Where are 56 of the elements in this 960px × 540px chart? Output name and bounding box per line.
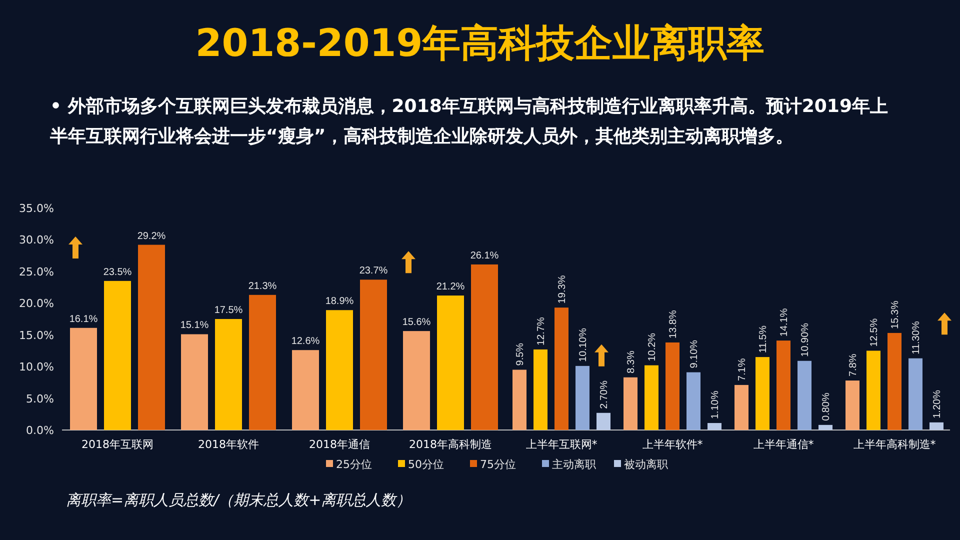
data-label: 9.10% bbox=[689, 340, 700, 368]
y-tick-label: 25.0% bbox=[19, 265, 54, 278]
x-tick-label: 上半年互联网* bbox=[526, 438, 598, 451]
data-label: 19.3% bbox=[557, 275, 568, 304]
y-tick-label: 35.0% bbox=[19, 202, 54, 215]
data-label: 21.2% bbox=[436, 282, 465, 293]
data-label: 18.9% bbox=[325, 296, 354, 308]
data-label: 1.10% bbox=[710, 390, 721, 420]
x-tick-label: 2018年软件 bbox=[198, 438, 259, 451]
data-label: 15.6% bbox=[402, 317, 431, 328]
data-label: 11.5% bbox=[758, 325, 769, 354]
data-label: 12.6% bbox=[291, 336, 320, 348]
x-tick-label: 上半年软件* bbox=[642, 438, 704, 451]
x-tick-label: 上半年通信* bbox=[753, 438, 814, 451]
data-label: 14.1% bbox=[779, 308, 790, 337]
data-label: 12.5% bbox=[869, 318, 880, 347]
legend-label: 被动离职 bbox=[624, 458, 668, 471]
x-tick-label: 2018年高科制造 bbox=[409, 438, 492, 451]
data-label: 15.3% bbox=[890, 300, 901, 329]
y-tick-label: 20.0% bbox=[19, 297, 54, 310]
data-label: 23.5% bbox=[103, 266, 132, 278]
y-tick-label: 0.0% bbox=[26, 424, 54, 437]
data-label: 10.2% bbox=[647, 332, 658, 362]
data-label: 29.2% bbox=[137, 230, 166, 242]
data-label: 23.7% bbox=[359, 266, 388, 277]
y-tick-label: 30.0% bbox=[19, 234, 54, 247]
data-label: 10.90% bbox=[800, 322, 811, 357]
data-label: 1.20% bbox=[932, 390, 943, 418]
legend-label: 75分位 bbox=[480, 458, 516, 471]
data-label: 11.30% bbox=[911, 321, 922, 354]
x-tick-label: 2018年互联网 bbox=[82, 438, 154, 451]
x-tick-label: 2018年通信 bbox=[309, 438, 370, 451]
data-label: 2.70% bbox=[599, 380, 610, 409]
chart-subtitle: • 外部市场多个互联网巨头发布裁员消息，2018年互联网与高科技制造行业离职率升高。预计2019年上半年互联网行业将会进一步“瘦身”，高科技制造企业除研发人员外，其他类别主动离职增多。 bbox=[50, 95, 889, 149]
data-label: 9.5% bbox=[515, 342, 526, 366]
data-label: 17.5% bbox=[214, 305, 243, 316]
data-label: 13.8% bbox=[668, 310, 679, 338]
data-label: 15.1% bbox=[180, 320, 209, 332]
data-label: 8.3% bbox=[626, 350, 637, 374]
data-label: 0.80% bbox=[821, 392, 832, 421]
data-label: 12.7% bbox=[536, 316, 547, 346]
text: 离职率=离职人员总数/（期末总人数+离职总人数） bbox=[66, 491, 412, 509]
legend-label: 25分位 bbox=[336, 458, 372, 471]
y-tick-label: 10.0% bbox=[19, 360, 54, 374]
data-label: 26.1% bbox=[470, 250, 499, 262]
data-label: 16.1% bbox=[69, 314, 98, 325]
y-tick-label: 5.0% bbox=[26, 392, 54, 406]
data-label: 21.3% bbox=[248, 280, 277, 292]
data-label: 10.10% bbox=[578, 328, 589, 362]
chart-title: 2018-2019年高科技企业离职率 bbox=[194, 20, 766, 67]
x-tick-label: 上半年高科制造* bbox=[853, 438, 936, 451]
legend-label: 主动离职 bbox=[552, 458, 596, 471]
legend-label: 50分位 bbox=[408, 458, 444, 471]
data-label: 7.1% bbox=[737, 358, 748, 381]
y-tick-label: 15.0% bbox=[19, 328, 54, 342]
data-label: 7.8% bbox=[848, 354, 859, 377]
